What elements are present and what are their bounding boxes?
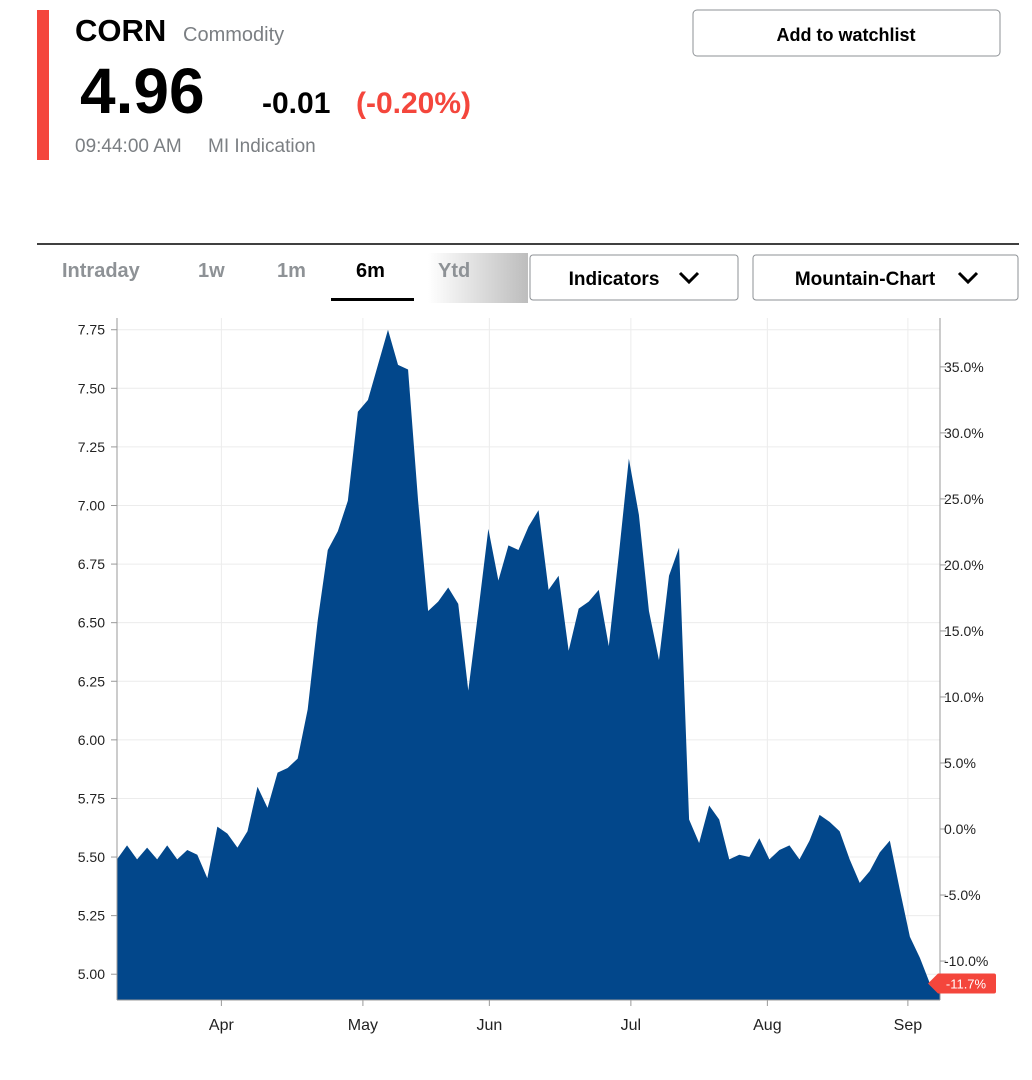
y-tick-label: 7.75 bbox=[78, 322, 105, 338]
end-badge bbox=[928, 973, 996, 994]
y2-tick-label: 10.0% bbox=[944, 689, 984, 705]
tab[interactable]: 6m bbox=[356, 260, 385, 282]
change: -0.01 bbox=[262, 87, 330, 120]
chart: 7.75 7.50 7.25 7.00 6.75 6.50 6.25 6.00 5.75 5.50… bbox=[78, 318, 996, 1034]
y-tick-label: 7.00 bbox=[78, 497, 105, 513]
change-pct: (-0.20%) bbox=[356, 87, 471, 120]
y2-tick-label: -10.0% bbox=[944, 953, 988, 969]
tabs: Intraday 1w 1m 6m Ytd bbox=[62, 253, 528, 303]
y-tick-label: 6.00 bbox=[78, 732, 105, 748]
end-badge-label: -11.7% bbox=[946, 976, 987, 991]
tab[interactable]: 1w bbox=[198, 260, 225, 282]
chevron bbox=[678, 271, 700, 285]
y2-tick-label: 25.0% bbox=[944, 491, 984, 507]
y-tick-label: 5.25 bbox=[78, 908, 105, 924]
y-tick-label: 5.00 bbox=[78, 966, 105, 982]
watchlist-button[interactable] bbox=[692, 9, 1001, 57]
tab-underline bbox=[331, 298, 414, 301]
tab-fade bbox=[428, 253, 528, 303]
y-tick-label: 5.75 bbox=[78, 790, 105, 806]
y2-tick-label: 35.0% bbox=[944, 359, 984, 375]
tab[interactable]: 1m bbox=[277, 260, 306, 282]
tab[interactable]: Intraday bbox=[62, 260, 141, 282]
y-tick-label: 7.50 bbox=[78, 380, 105, 396]
price: 4.96 bbox=[80, 55, 205, 127]
charttype-label[interactable]: Mountain-Chart bbox=[795, 269, 936, 290]
y-tick-label: 6.25 bbox=[78, 673, 105, 689]
y2-tick-label: -5.0% bbox=[944, 887, 981, 903]
x-tick-label: May bbox=[348, 1017, 378, 1034]
watchlist-label[interactable]: Add to watchlist bbox=[777, 25, 916, 45]
accent-bar bbox=[37, 10, 49, 160]
time: 09:44:00 AM bbox=[75, 136, 182, 157]
x-tick-label: Apr bbox=[209, 1017, 235, 1034]
tab[interactable]: Ytd bbox=[438, 260, 470, 282]
y-tick-label: 6.50 bbox=[78, 615, 105, 631]
x-tick-label: Aug bbox=[753, 1017, 781, 1034]
symbol: CORN bbox=[75, 13, 166, 48]
y2-tick-label: 30.0% bbox=[944, 425, 984, 441]
y-tick-label: 6.75 bbox=[78, 556, 105, 572]
y-tick-label: 7.25 bbox=[78, 439, 105, 455]
kind: Commodity bbox=[183, 24, 284, 46]
x-tick-label: Sep bbox=[894, 1017, 923, 1034]
x-tick-label: Jun bbox=[476, 1017, 502, 1034]
x-tick-label: Jul bbox=[621, 1017, 641, 1034]
y2-tick-label: 20.0% bbox=[944, 557, 984, 573]
indicators-dropdown[interactable] bbox=[529, 254, 739, 301]
indicators-label[interactable]: Indicators bbox=[569, 269, 660, 290]
y2-tick-label: 15.0% bbox=[944, 623, 984, 639]
y-tick-label: 5.50 bbox=[78, 849, 105, 865]
chevron bbox=[957, 271, 979, 285]
area bbox=[117, 329, 940, 1000]
y2-tick-label: 5.0% bbox=[944, 755, 976, 771]
source: MI Indication bbox=[208, 136, 316, 157]
y2-tick-label: 0.0% bbox=[944, 821, 976, 837]
charttype-dropdown[interactable] bbox=[752, 254, 1019, 301]
